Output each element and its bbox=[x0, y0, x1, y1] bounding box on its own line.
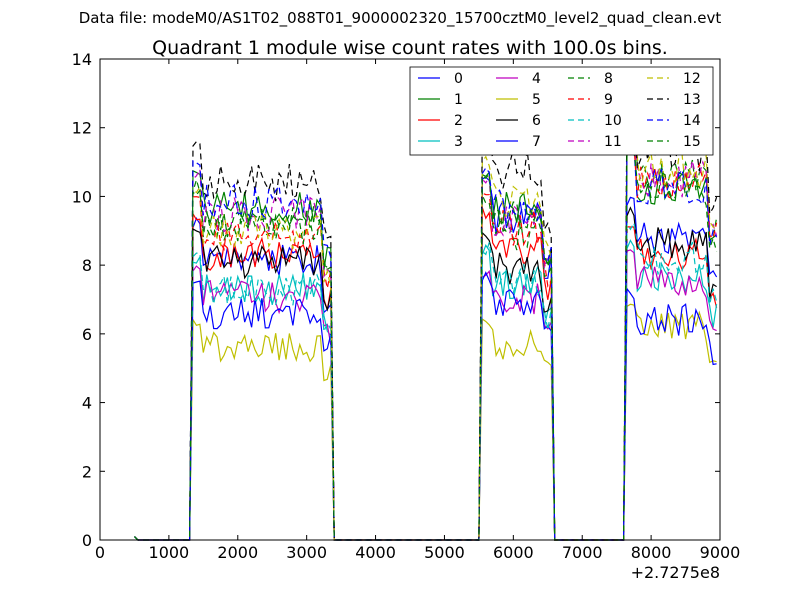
legend-label-14: 14 bbox=[683, 113, 701, 129]
legend-label-11: 11 bbox=[604, 134, 622, 150]
x-tick-label: 2000 bbox=[217, 543, 258, 562]
x-tick-label: 7000 bbox=[562, 543, 603, 562]
tick-layer: 0 1000 2000 3000 4000 5000 6000 7000 8000 9000 0 2 4… bbox=[72, 50, 741, 562]
legend-label-1: 1 bbox=[454, 92, 463, 108]
legend-label-3: 3 bbox=[454, 134, 463, 150]
y-tick-label: 0 bbox=[82, 531, 92, 550]
legend-label-10: 10 bbox=[604, 113, 622, 129]
x-tick-label: 5000 bbox=[424, 543, 465, 562]
legend-label-15: 15 bbox=[683, 134, 701, 150]
series-line-9 bbox=[133, 134, 718, 541]
x-tick-label: 9000 bbox=[700, 543, 741, 562]
legend-label-8: 8 bbox=[604, 71, 613, 87]
y-tick-label: 2 bbox=[82, 462, 92, 481]
y-tick-label: 6 bbox=[82, 325, 92, 344]
x-tick-label: 1000 bbox=[149, 543, 190, 562]
legend-label-13: 13 bbox=[683, 92, 701, 108]
legend-label-7: 7 bbox=[532, 134, 541, 150]
legend-label-2: 2 bbox=[454, 113, 463, 129]
x-offset-label: +2.7275e8 bbox=[631, 563, 720, 582]
plot-frame bbox=[99, 58, 721, 541]
y-tick-label: 4 bbox=[82, 394, 92, 413]
legend-label-5: 5 bbox=[532, 92, 541, 108]
x-tick-label: 8000 bbox=[631, 543, 672, 562]
x-tick-label: 6000 bbox=[493, 543, 534, 562]
x-tick-label: 3000 bbox=[286, 543, 327, 562]
x-tick-label: 4000 bbox=[355, 543, 396, 562]
legend-label-9: 9 bbox=[604, 92, 613, 108]
y-tick-label: 12 bbox=[72, 119, 92, 138]
x-tick-label: 0 bbox=[95, 543, 105, 562]
chart-suptitle: Data file: modeM0/AS1T02_088T01_90000023… bbox=[79, 9, 722, 28]
y-tick-label: 8 bbox=[82, 256, 92, 275]
y-tick-label: 14 bbox=[72, 50, 92, 69]
legend-label-12: 12 bbox=[683, 71, 701, 87]
chart-title: Quadrant 1 module wise count rates with … bbox=[152, 37, 668, 59]
legend-label-0: 0 bbox=[454, 71, 463, 87]
legend-label-6: 6 bbox=[532, 113, 541, 129]
legend-frame bbox=[409, 66, 714, 156]
legend-label-4: 4 bbox=[532, 71, 541, 87]
y-tick-label: 10 bbox=[72, 187, 92, 206]
